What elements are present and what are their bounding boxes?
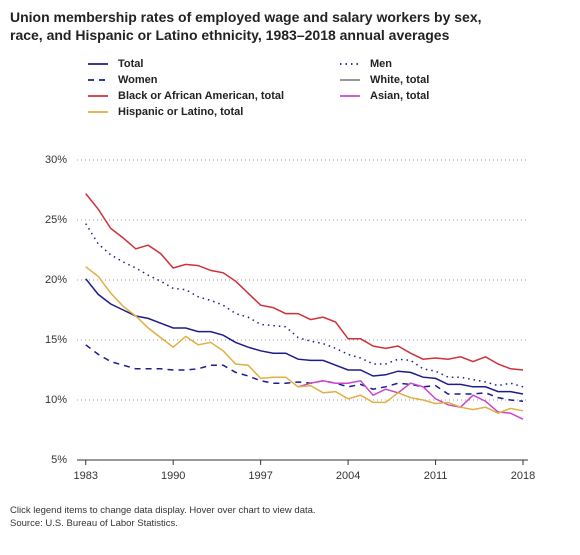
legend-label[interactable]: Women [118, 74, 158, 86]
x-tick-label: 2011 [424, 470, 448, 482]
x-tick-label: 1997 [248, 470, 272, 482]
series-line [85, 266, 524, 415]
legend-label[interactable]: Hispanic or Latino, total [118, 106, 243, 118]
y-tick-label: 10% [45, 394, 67, 406]
series-line [85, 344, 524, 402]
y-tick-label: 5% [51, 454, 67, 466]
legend-label[interactable]: Men [370, 58, 392, 70]
source: Source: U.S. Bureau of Labor Statistics. [10, 518, 178, 529]
series-line [85, 193, 524, 371]
chart-title: Union membership rates of employed wage … [10, 9, 482, 25]
series-line [297, 379, 524, 420]
legend-label[interactable]: Asian, total [370, 90, 429, 102]
y-tick-label: 30% [45, 154, 67, 166]
x-tick-label: 1990 [161, 470, 185, 482]
y-tick-label: 25% [45, 214, 67, 226]
note: Click legend items to change data displa… [10, 505, 316, 516]
chart-title: race, and Hispanic or Latino ethnicity, … [10, 27, 450, 43]
x-tick-label: 2018 [511, 470, 535, 482]
series-line [85, 278, 524, 395]
legend-label[interactable]: Total [118, 58, 143, 70]
legend-label[interactable]: White, total [370, 74, 429, 86]
legend-label[interactable]: Black or African American, total [118, 90, 284, 102]
x-tick-label: 2004 [336, 470, 360, 482]
series-line [85, 223, 524, 388]
x-tick-label: 1983 [74, 470, 98, 482]
y-tick-label: 20% [45, 274, 67, 286]
y-tick-label: 15% [45, 334, 67, 346]
